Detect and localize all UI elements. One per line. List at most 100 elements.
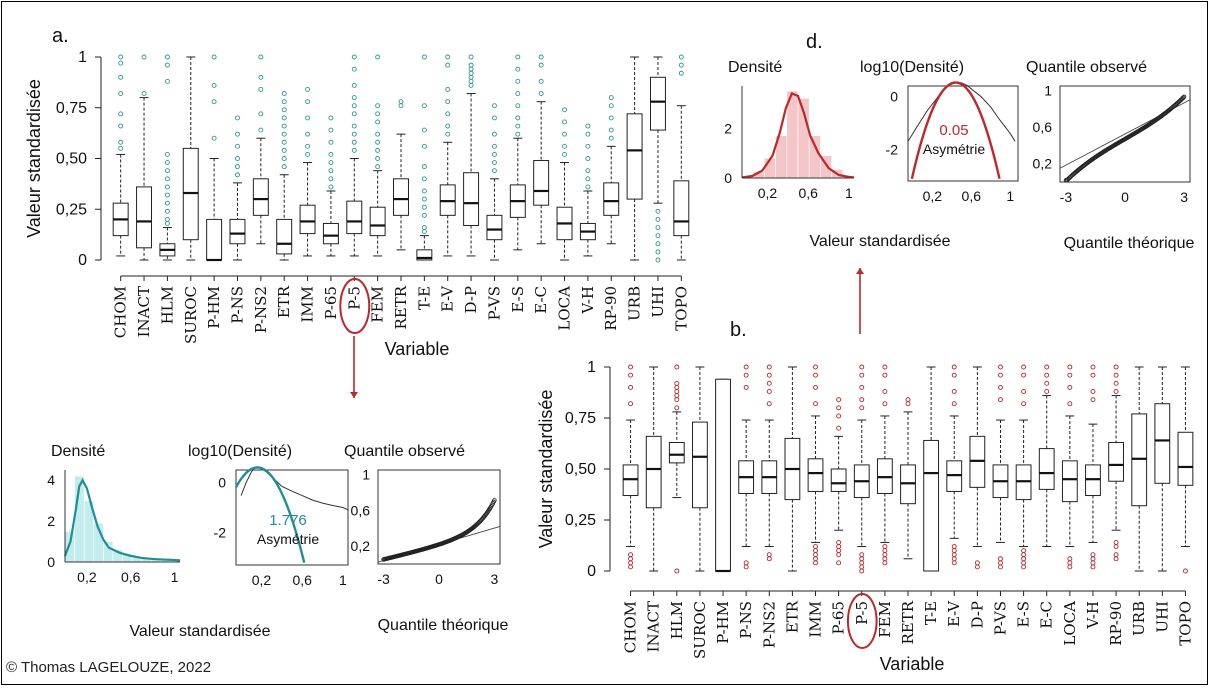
- outlier-point: [235, 164, 240, 170]
- x-tick-label: SUROC: [182, 286, 200, 344]
- box-P-5: [346, 200, 363, 235]
- x-tick-label: E-V: [439, 285, 457, 312]
- outlier-point: [562, 107, 567, 113]
- y-tick-label: 2: [724, 120, 732, 136]
- x-tick-label: E-S: [1015, 601, 1033, 628]
- y-tick-label: 1: [1044, 83, 1052, 99]
- outlier-point: [164, 54, 170, 60]
- outlier-point: [974, 564, 980, 570]
- x-tick-label: HLM: [158, 286, 176, 324]
- x-tick-label: 0,6: [292, 572, 312, 588]
- x-tick-label: T-E: [922, 601, 940, 625]
- outlier-point: [655, 216, 661, 222]
- outlier-point: [859, 372, 865, 378]
- y-axis-label: Valeur standardisée: [536, 390, 556, 549]
- outlier-point: [1113, 364, 1119, 370]
- outlier-point: [1067, 560, 1073, 566]
- outlier-point: [1113, 389, 1119, 394]
- outlier-point: [859, 552, 865, 558]
- x-tick-label: T-E: [415, 286, 433, 310]
- outlier-point: [743, 364, 749, 370]
- outlier-point: [421, 204, 427, 210]
- outlier-point: [674, 364, 680, 370]
- outlier-point: [421, 176, 427, 182]
- outlier-point: [281, 115, 287, 121]
- outlier-point: [674, 568, 680, 574]
- x-tick-label: P-HM: [205, 286, 223, 329]
- outlier-point: [375, 131, 381, 137]
- outlier-point: [491, 115, 497, 121]
- skewness-value: 0.05: [939, 122, 968, 139]
- density-curve: [741, 92, 855, 179]
- outlier-point: [421, 143, 427, 149]
- outlier-point: [951, 544, 957, 549]
- outlier-point: [468, 78, 474, 84]
- outlier-point: [445, 111, 451, 117]
- outlier-point: [882, 401, 888, 407]
- outlier-point: [258, 111, 264, 117]
- outlier-point: [538, 54, 544, 60]
- outlier-point: [674, 397, 680, 403]
- outlier-point: [235, 143, 240, 149]
- y-tick-label: 0: [587, 563, 596, 580]
- outlier-point: [1090, 389, 1096, 394]
- y-tick-label: 0: [78, 252, 87, 269]
- box-ETR: [276, 218, 293, 255]
- outlier-point: [515, 103, 521, 109]
- outlier-point: [813, 372, 818, 378]
- outlier-point: [491, 143, 497, 149]
- x-tick-label: INACT: [135, 286, 153, 337]
- outlier-point: [305, 143, 311, 149]
- x-tick-label: 0,6: [798, 185, 818, 201]
- outlier-point: [998, 397, 1003, 403]
- x-tick-label: ETR: [275, 285, 293, 318]
- x-tick-label: P-NS2: [760, 601, 778, 648]
- outlier-point: [421, 225, 427, 230]
- outlier-point: [655, 249, 661, 255]
- outlier-point: [1113, 552, 1119, 558]
- outlier-point: [905, 397, 911, 403]
- outlier-point: [674, 380, 680, 386]
- x-tick-label: 0,2: [252, 572, 272, 588]
- x-tick-label: P-65: [830, 601, 848, 634]
- outlier-point: [328, 139, 334, 145]
- outlier-point: [118, 60, 124, 66]
- outlier-point: [836, 425, 842, 431]
- outlier-point: [813, 548, 818, 554]
- outlier-point: [515, 123, 521, 129]
- outlier-point: [305, 87, 311, 92]
- outlier-point: [328, 184, 334, 190]
- outlier-point: [515, 54, 521, 60]
- x-tick-label: 1: [845, 185, 853, 201]
- outlier-point: [859, 384, 865, 390]
- outlier-point: [813, 364, 818, 370]
- outlier-point: [1021, 401, 1027, 407]
- outlier-point: [743, 564, 749, 570]
- outlier-point: [281, 164, 287, 170]
- outlier-point: [351, 123, 357, 129]
- outlier-point: [515, 91, 521, 96]
- outlier-point: [628, 560, 634, 566]
- x-tick-label: P-5: [853, 601, 871, 625]
- outlier-point: [375, 156, 381, 161]
- x-tick-label: 1: [1006, 188, 1014, 204]
- outlier-point: [905, 401, 911, 407]
- outlier-point: [674, 405, 680, 411]
- outlier-point: [281, 147, 287, 153]
- x-tick-label: D-P: [462, 286, 480, 313]
- outlier-point: [836, 560, 842, 566]
- outlier-point: [628, 384, 634, 390]
- outlier-point: [118, 123, 124, 129]
- outlier-point: [974, 560, 980, 566]
- outlier-point: [836, 413, 842, 419]
- outlier-point: [468, 54, 474, 60]
- x-tick-label: RP-90: [1107, 601, 1125, 646]
- x-tick-label: LOCA: [556, 286, 574, 331]
- outlier-point: [118, 111, 124, 117]
- histogram-bar: [103, 541, 114, 563]
- outlier-point: [445, 62, 451, 68]
- outlier-point: [655, 208, 661, 214]
- outlier-point: [766, 556, 772, 562]
- outlier-point: [375, 103, 381, 109]
